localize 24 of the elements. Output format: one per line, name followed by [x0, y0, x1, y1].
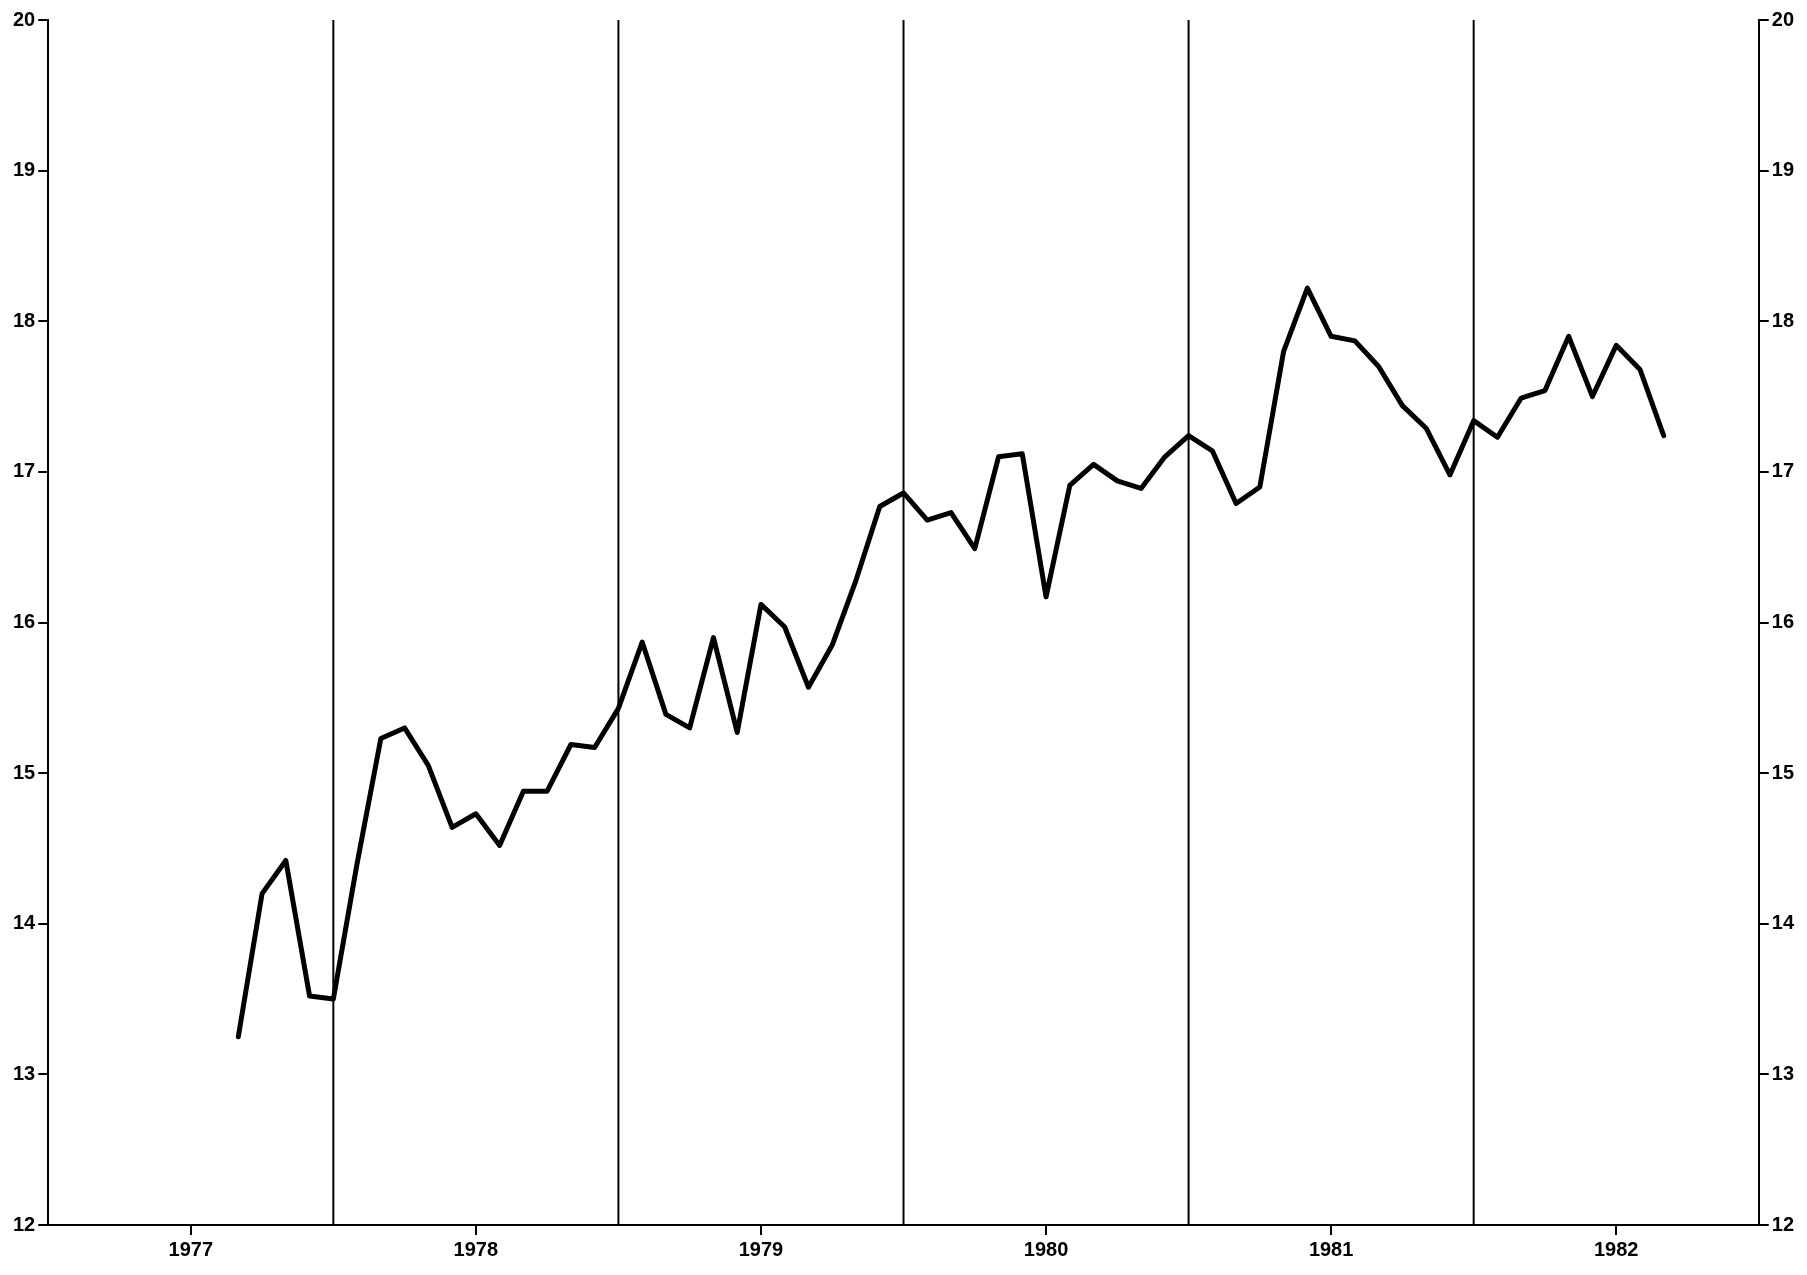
y-tick-label: 15	[13, 760, 36, 783]
x-tick-label: 1980	[1023, 1237, 1069, 1260]
y2-tick-label: 16	[1771, 610, 1794, 633]
y-tick-label: 13	[13, 1061, 36, 1084]
y-tick-label: 14	[13, 911, 37, 934]
x-tick-label: 1981	[1308, 1237, 1354, 1260]
y-tick-label: 20	[13, 7, 36, 30]
y2-tick-label: 12	[1771, 1212, 1794, 1235]
y-tick-label: 12	[13, 1212, 36, 1235]
y-tick-label: 16	[13, 610, 36, 633]
x-tick-label: 1982	[1593, 1237, 1639, 1260]
x-tick-label: 1979	[738, 1237, 784, 1260]
y2-tick-label: 13	[1771, 1061, 1794, 1084]
y2-tick-label: 15	[1771, 760, 1794, 783]
y2-tick-label: 14	[1771, 911, 1795, 934]
y-tick-label: 19	[13, 158, 36, 181]
y-tick-label: 18	[13, 308, 36, 331]
y2-tick-label: 19	[1771, 158, 1794, 181]
x-tick-label: 1978	[453, 1237, 499, 1260]
y-tick-label: 17	[13, 459, 36, 482]
y2-tick-label: 20	[1771, 7, 1794, 30]
y2-tick-label: 18	[1771, 308, 1794, 331]
y2-tick-label: 17	[1771, 459, 1794, 482]
x-tick-label: 1977	[168, 1237, 214, 1260]
